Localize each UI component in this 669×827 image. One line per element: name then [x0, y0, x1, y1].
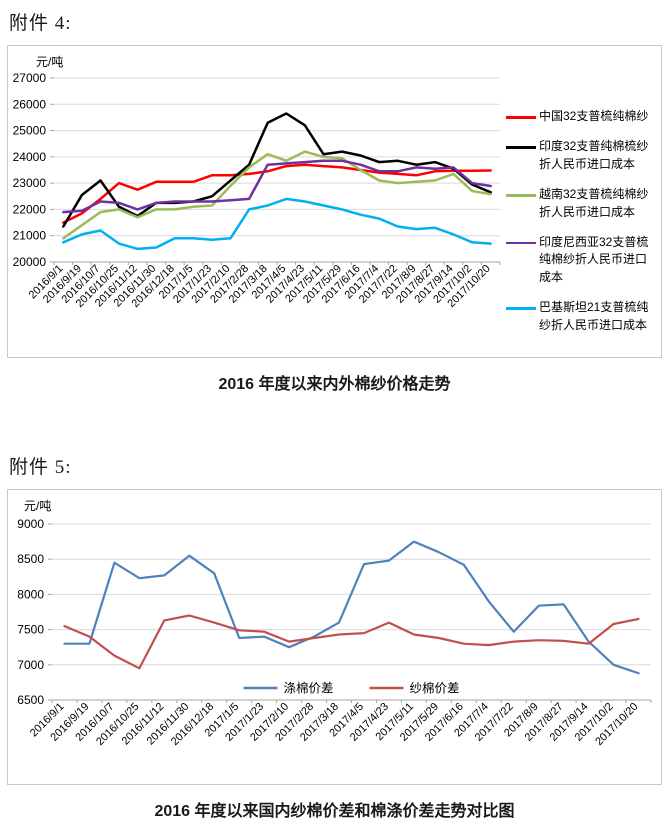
legend-label: 涤棉价差	[284, 682, 334, 696]
y-tick-label: 9000	[17, 517, 44, 531]
legend-line-swatch	[506, 116, 536, 119]
legend-label: 印度尼西亚32支普梳纯棉纱折人民币进口成本	[539, 234, 649, 284]
legend-line-swatch	[506, 241, 536, 245]
y-tick-label: 7000	[17, 658, 44, 672]
y-tick-label: 23000	[13, 176, 47, 190]
series-line-0	[63, 540, 640, 675]
legend-line-swatch	[506, 146, 536, 149]
legend-label: 巴基斯坦21支普梳纯纱折人民币进口成本	[539, 300, 649, 332]
legend-item-india: 印度32支普纯棉梳纱折人民币进口成本	[506, 138, 657, 173]
legend-label: 中国32支普梳纯棉纱	[539, 109, 649, 123]
series-line-3	[62, 159, 492, 214]
series-line-1	[62, 112, 492, 228]
legend-item-indonesia: 印度尼西亚32支普梳纯棉纱折人民币进口成本	[506, 234, 657, 286]
y-tick-label: 25000	[13, 124, 47, 138]
y-tick-label: 8500	[17, 552, 44, 566]
series-line-1	[63, 614, 640, 670]
y-tick-label: 8000	[17, 587, 44, 601]
y-axis-unit-label: 元/吨	[24, 499, 52, 513]
legend-label: 纱棉价差	[410, 682, 460, 696]
series-line-2	[62, 150, 492, 240]
y-tick-label: 7500	[17, 623, 44, 637]
attachment-5-heading: 附件 5:	[9, 457, 72, 478]
legend-item-vietnam: 越南32支普梳纯棉纱折人民币进口成本	[506, 186, 657, 221]
legend-line-swatch	[506, 194, 536, 197]
price-spread-line-chart: 6500700075008000850090002016/9/12016/9/1…	[17, 517, 652, 748]
series-line-4	[62, 197, 492, 251]
price-spread-chart-panel: 元/吨 6500 7000 7500 8000 8500 9000 2016/9/1 2016…	[7, 489, 662, 785]
y-axis-unit-label: 元/吨	[36, 55, 64, 69]
chart2-title: 2016 年度以来国内纱棉价差和棉涤价差走势对比图	[154, 803, 515, 820]
yarn-price-chart-panel: 元/吨 20000 21000 22000 23000 24000 25000 26000 2…	[7, 45, 662, 358]
yarn-price-line-chart: 20000 21000 22000 23000 24000 25000 26000 27000…	[13, 71, 501, 310]
attachment-4-heading: 附件 4:	[9, 13, 72, 34]
chart1-title: 2016 年度以来内外棉纱价格走势	[218, 376, 451, 393]
y-tick-label: 6500	[17, 693, 44, 707]
y-tick-label: 27000	[13, 71, 47, 85]
chart-legend: 中国32支普梳纯棉纱 印度32支普纯棉梳纱折人民币进口成本 越南32支普梳纯棉纱…	[506, 64, 661, 334]
y-tick-label: 26000	[13, 97, 47, 111]
legend-item-pakistan: 巴基斯坦21支普梳纯纱折人民币进口成本	[506, 299, 657, 334]
y-tick-label: 24000	[13, 150, 47, 164]
y-tick-label: 22000	[13, 202, 47, 216]
legend-line-swatch	[506, 307, 536, 310]
y-tick-label: 20000	[13, 255, 47, 269]
legend-item-china: 中国32支普梳纯棉纱	[506, 108, 657, 125]
legend-label: 越南32支普梳纯棉纱折人民币进口成本	[539, 187, 649, 219]
series-line-0	[62, 163, 492, 224]
y-tick-label: 21000	[13, 229, 47, 243]
legend-label: 印度32支普纯棉梳纱折人民币进口成本	[539, 139, 649, 171]
